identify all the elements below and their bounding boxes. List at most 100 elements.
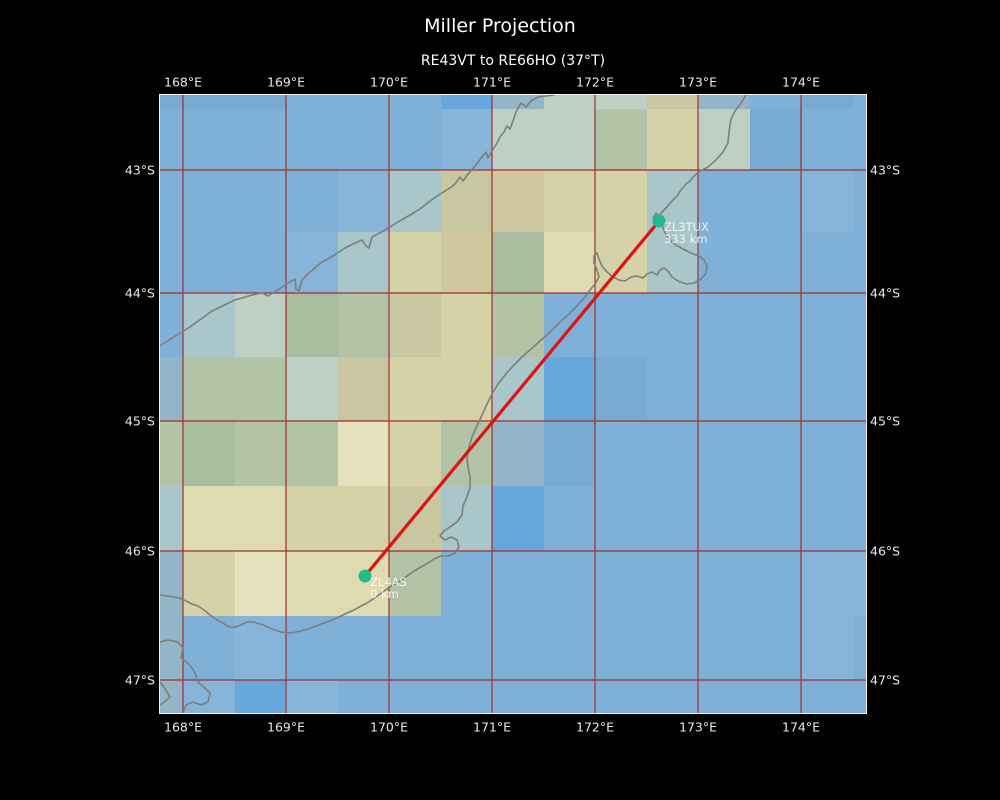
raster-cell <box>543 293 596 358</box>
raster-cell <box>749 551 802 617</box>
raster-layer <box>160 95 866 713</box>
raster-cell <box>749 486 802 552</box>
raster-cell <box>337 109 390 171</box>
raster-cell <box>183 170 236 233</box>
raster-cell <box>286 293 339 358</box>
raster-cell <box>801 170 854 233</box>
raster-cell <box>183 231 236 294</box>
raster-cell <box>286 551 339 617</box>
raster-cell <box>492 170 545 233</box>
raster-cell <box>492 293 545 358</box>
tick-label-left: 44°S <box>124 285 155 301</box>
tick-label-bottom: 172°E <box>575 719 615 735</box>
raster-cell <box>595 95 648 110</box>
raster-cell <box>698 293 751 358</box>
raster-cell <box>286 357 339 422</box>
tick-label-bottom: 170°E <box>369 719 409 735</box>
raster-cell <box>698 680 751 713</box>
raster-cell <box>698 357 751 422</box>
raster-cell <box>286 486 339 552</box>
raster-cell <box>595 109 648 171</box>
raster-cell <box>337 421 390 487</box>
raster-cell <box>698 421 751 487</box>
marker-dot <box>652 214 666 228</box>
raster-cell <box>160 170 184 233</box>
raster-cell <box>440 109 493 171</box>
raster-cell <box>749 293 802 358</box>
raster-cell <box>337 680 390 713</box>
raster-cell <box>852 551 866 617</box>
raster-cell <box>234 551 287 617</box>
raster-cell <box>440 551 493 617</box>
raster-cell <box>234 170 287 233</box>
raster-cell <box>440 95 493 110</box>
raster-cell <box>337 357 390 422</box>
raster-cell <box>389 551 442 617</box>
raster-cell <box>543 615 596 681</box>
raster-cell <box>286 680 339 713</box>
raster-cell <box>595 231 648 294</box>
raster-cell <box>595 680 648 713</box>
raster-cell <box>183 486 236 552</box>
raster-cell <box>160 109 184 171</box>
tick-label-top: 170°E <box>369 74 409 90</box>
tick-label-right: 43°S <box>870 162 901 178</box>
raster-cell <box>389 615 442 681</box>
raster-cell <box>801 680 854 713</box>
raster-cell <box>646 357 699 422</box>
raster-cell <box>595 421 648 487</box>
raster-cell <box>389 109 442 171</box>
raster-cell <box>852 293 866 358</box>
raster-cell <box>543 109 596 171</box>
raster-cell <box>698 615 751 681</box>
raster-cell <box>440 231 493 294</box>
raster-cell <box>440 615 493 681</box>
raster-cell <box>160 486 184 552</box>
raster-cell <box>749 680 802 713</box>
raster-cell <box>183 95 236 110</box>
raster-cell <box>492 421 545 487</box>
raster-cell <box>749 95 802 110</box>
raster-cell <box>234 357 287 422</box>
raster-cell <box>595 170 648 233</box>
tick-label-left: 47°S <box>124 672 155 688</box>
figure-title: Miller Projection <box>424 15 576 37</box>
raster-cell <box>852 615 866 681</box>
raster-cell <box>646 421 699 487</box>
raster-cell <box>801 421 854 487</box>
tick-label-left: 46°S <box>124 543 155 559</box>
raster-cell <box>801 293 854 358</box>
coastline-path <box>160 681 171 706</box>
raster-cell <box>543 231 596 294</box>
raster-cell <box>852 680 866 713</box>
raster-cell <box>801 486 854 552</box>
tick-label-bottom: 169°E <box>266 719 306 735</box>
raster-cell <box>160 551 184 617</box>
raster-cell <box>492 486 545 552</box>
raster-cell <box>337 95 390 110</box>
raster-cell <box>801 615 854 681</box>
raster-cell <box>646 615 699 681</box>
raster-cell <box>183 421 236 487</box>
raster-cell <box>286 615 339 681</box>
raster-cell <box>852 231 866 294</box>
raster-cell <box>234 421 287 487</box>
raster-cell <box>646 95 699 110</box>
raster-cell <box>389 680 442 713</box>
raster-cell <box>852 357 866 422</box>
marker-distance-label: 333 km <box>664 232 707 246</box>
raster-cell <box>234 231 287 294</box>
raster-cell <box>160 95 184 110</box>
raster-cell <box>698 170 751 233</box>
raster-cell <box>440 680 493 713</box>
raster-cell <box>160 421 184 487</box>
coastline-path <box>160 95 747 634</box>
tick-label-top: 173°E <box>678 74 718 90</box>
raster-cell <box>492 231 545 294</box>
raster-cell <box>801 551 854 617</box>
tick-label-bottom: 168°E <box>163 719 203 735</box>
raster-cell <box>801 231 854 294</box>
raster-cell <box>234 486 287 552</box>
